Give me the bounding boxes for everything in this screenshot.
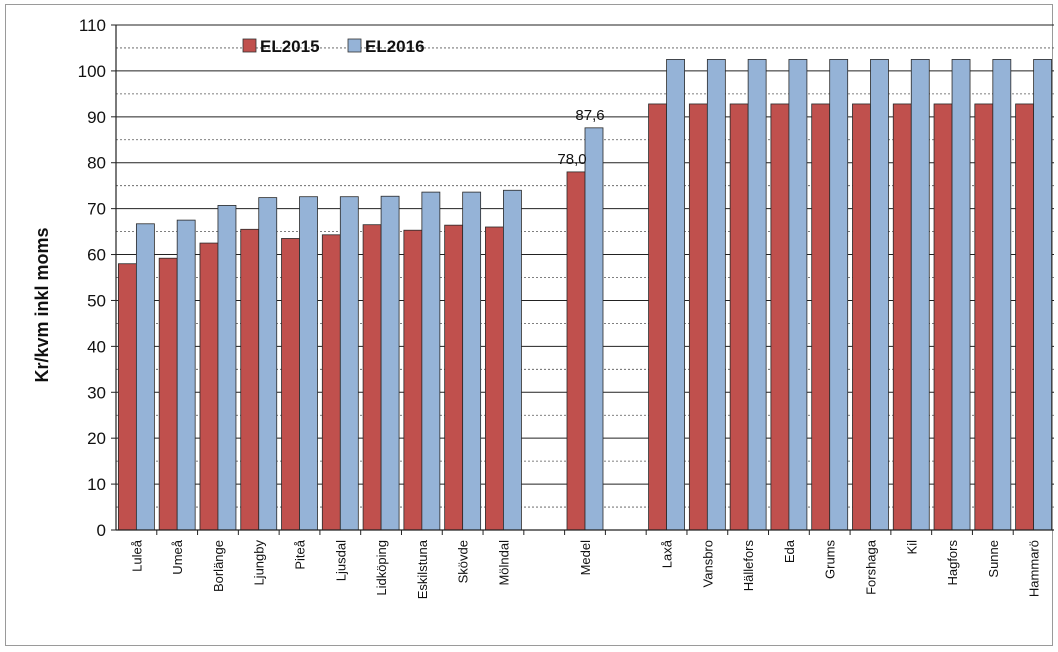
bar-el2015-Eda: [770, 103, 790, 531]
bar-el2016-Sunne: [992, 59, 1012, 531]
bar-el2015-Kil: [892, 103, 912, 531]
category-label: Eskilstuna: [415, 539, 430, 599]
bar-el2016-Hällefors: [747, 59, 767, 531]
bar-el2015-Umeå: [158, 257, 178, 531]
category-label: Luleå: [129, 539, 144, 572]
legend-swatch-el2015: [242, 38, 257, 53]
y-tick-label: 0: [97, 521, 106, 540]
bar-el2016-Skövde: [462, 191, 482, 531]
bar-el2016-Eda: [788, 59, 808, 531]
category-label: Grums: [823, 540, 838, 580]
bar-el2015-Hammarö: [1015, 103, 1035, 531]
y-tick-label: 50: [87, 291, 106, 310]
bar-el2015-Borlänge: [199, 242, 219, 531]
data-label: 87,6: [575, 107, 604, 124]
category-label: Hagfors: [945, 540, 960, 586]
category-label: Umeå: [170, 539, 185, 574]
bar-el2016-Piteå: [299, 196, 318, 531]
category-label: Borlänge: [211, 540, 226, 592]
bar-el2016-Mölndal: [503, 189, 522, 531]
bar-el2015-Ljusdal: [321, 234, 341, 531]
bar-el2016-Umeå: [176, 219, 196, 531]
bar-el2015-Hagfors: [933, 103, 953, 531]
legend-label-el2016: EL2016: [365, 37, 425, 56]
category-label: Lidköping: [374, 540, 389, 596]
bar-el2016-Kil: [910, 59, 930, 531]
bar-el2015-Hällefors: [729, 103, 749, 531]
bar-el2016-Lidköping: [380, 195, 400, 531]
bar-el2016-Vansbro: [706, 59, 726, 531]
bar-el2016-Borlänge: [217, 205, 237, 531]
category-label: Ljusdal: [333, 540, 348, 581]
category-label: Medel: [578, 540, 593, 576]
bar-el2015-Medel: [566, 171, 586, 531]
bar-el2015-Forshaga: [852, 103, 871, 531]
bar-el2015-Lidköping: [362, 224, 382, 531]
category-label: Eda: [782, 539, 797, 563]
y-tick-label: 20: [87, 429, 106, 448]
legend-label-el2015: EL2015: [260, 37, 320, 56]
legend-swatch-el2016: [347, 38, 362, 53]
category-label: Kil: [904, 540, 919, 555]
y-tick-label: 110: [79, 16, 106, 35]
y-tick-label: 40: [87, 337, 106, 356]
axes: [111, 24, 1054, 535]
bar-el2016-Medel: [584, 127, 604, 531]
category-label: Hammarö: [1027, 540, 1042, 597]
bar-el2015-Skövde: [444, 224, 464, 531]
bar-el2016-Hammarö: [1033, 59, 1053, 531]
bar-el2016-Ljusdal: [339, 196, 359, 531]
legend: EL2015 EL2016: [242, 37, 425, 56]
bar-el2015-Eskilstuna: [403, 229, 423, 531]
y-tick-label: 90: [87, 108, 106, 127]
y-tick-label: 100: [78, 62, 106, 81]
bar-chart: 0 10 20 30 40 50 60 70 80 90 100 110 Luleå Umeå Borlä…: [32, 16, 1054, 599]
category-labels: Luleå Umeå Borlänge Ljungby Piteå Ljusdal Lidk…: [129, 539, 1041, 599]
bar-el2016-Laxå: [666, 59, 685, 531]
category-label: Hällefors: [741, 540, 756, 592]
category-label: Vansbro: [700, 540, 715, 587]
bar-el2015-Mölndal: [485, 226, 504, 531]
bar-el2015-Ljungby: [240, 228, 260, 531]
y-axis-label: Kr/kvm inkl moms: [32, 227, 52, 382]
bar-el2016-Grums: [829, 59, 849, 531]
category-label: Sunne: [986, 540, 1001, 578]
y-tick-label: 30: [87, 383, 106, 402]
bar-el2016-Hagfors: [951, 59, 971, 531]
bar-el2015-Vansbro: [688, 103, 708, 531]
category-label: Mölndal: [496, 540, 511, 586]
data-label: 78,0: [557, 151, 586, 168]
bar-el2016-Eskilstuna: [421, 191, 441, 531]
category-label: Piteå: [293, 539, 308, 569]
bar-el2016-Luleå: [135, 223, 155, 531]
bar-el2015-Grums: [811, 103, 831, 531]
bar-el2015-Piteå: [281, 238, 300, 531]
y-tick-label: 80: [87, 154, 106, 173]
bar-el2015-Luleå: [117, 263, 137, 531]
data-labels: 78,0 87,6: [557, 107, 604, 168]
bars: [117, 59, 1053, 531]
bar-el2015-Sunne: [974, 103, 994, 531]
y-tick-label: 10: [87, 475, 106, 494]
category-label: Forshaga: [863, 539, 878, 595]
category-label: Laxå: [660, 539, 675, 568]
y-tick-label: 60: [87, 246, 106, 265]
category-label: Skövde: [456, 540, 471, 583]
bar-el2015-Laxå: [648, 103, 667, 531]
bar-el2016-Ljungby: [258, 197, 278, 531]
bar-el2016-Forshaga: [870, 59, 889, 531]
y-tick-label: 70: [87, 200, 106, 219]
chart-frame: 0 10 20 30 40 50 60 70 80 90 100 110 Luleå Umeå Borlä…: [5, 4, 1054, 646]
category-label: Ljungby: [252, 540, 267, 586]
y-tick-labels: 0 10 20 30 40 50 60 70 80 90 100 110: [78, 16, 106, 540]
